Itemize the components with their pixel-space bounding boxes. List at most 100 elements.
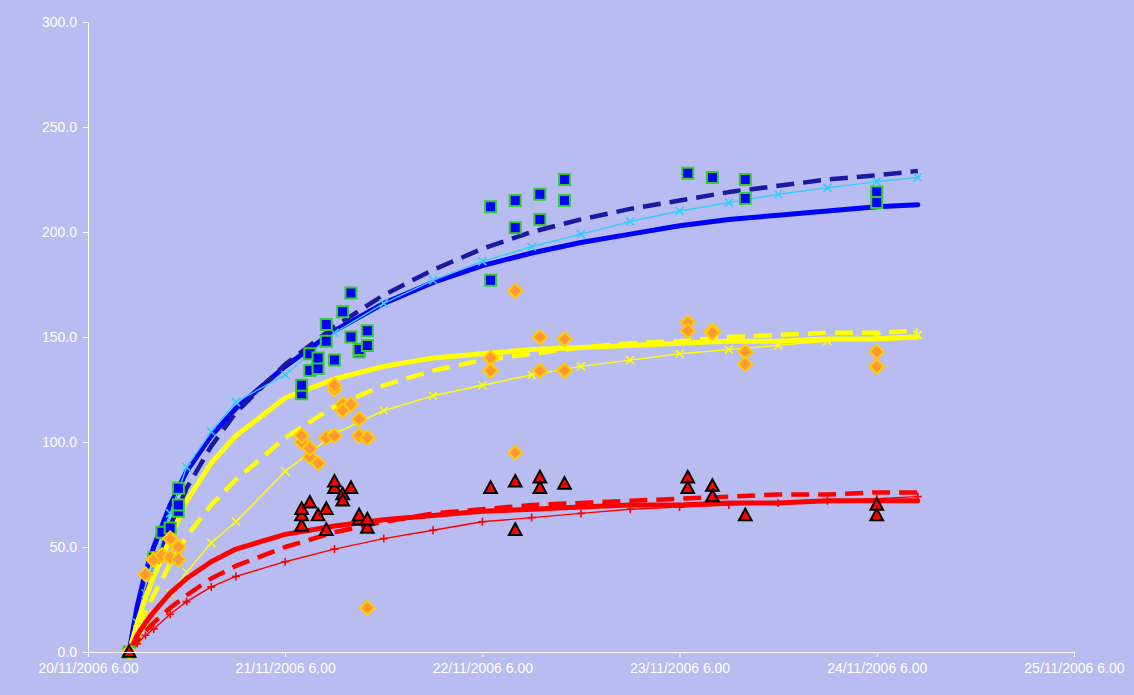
scatter-point — [510, 195, 521, 206]
scatter-point — [173, 483, 184, 494]
scatter-point — [534, 481, 547, 493]
scatter-point — [509, 523, 522, 535]
y-axis: 0.050.0100.0150.0200.0250.0300.0 — [42, 14, 89, 660]
line-marker — [281, 371, 289, 379]
line-marker — [281, 558, 289, 566]
line-marker — [528, 514, 536, 522]
scatter-point — [328, 475, 341, 487]
y-tick-label: 150.0 — [42, 329, 77, 345]
series-9 — [124, 168, 883, 658]
x-tick-label: 25/11/2006 6.00 — [1024, 660, 1124, 676]
scatter-point — [682, 168, 693, 179]
line-marker — [774, 499, 782, 507]
scatter-point — [508, 445, 522, 459]
scatter-point — [705, 326, 719, 340]
scatter-point — [534, 189, 545, 200]
x-tick-mark — [88, 652, 89, 657]
line-marker — [725, 501, 733, 509]
scatter-point — [320, 502, 333, 514]
scatter-point — [870, 345, 884, 359]
x-tick: 20/11/2006 6.00 — [38, 652, 138, 676]
scatter-point — [485, 201, 496, 212]
scatter-point — [483, 363, 497, 377]
line-marker — [676, 503, 684, 511]
series-0 — [129, 205, 918, 652]
x-tick-label: 20/11/2006 6.00 — [38, 660, 138, 676]
scatter-point — [345, 332, 356, 343]
line-marker — [914, 493, 922, 501]
line-marker — [232, 572, 240, 580]
line-marker — [166, 610, 174, 618]
x-tick-label: 24/11/2006 6.00 — [827, 660, 927, 676]
scatter-point — [327, 378, 341, 392]
series-line — [129, 497, 918, 652]
scatter-point — [173, 500, 184, 511]
line-marker — [207, 539, 215, 547]
scatter-point — [327, 429, 341, 443]
series-11 — [123, 471, 883, 657]
series-5 — [125, 331, 922, 656]
scatter-point — [313, 363, 324, 374]
x-tick-mark — [680, 652, 681, 657]
y-tick-label: 0.0 — [58, 644, 78, 660]
x-tick-mark — [1074, 652, 1075, 657]
y-tick-label: 100.0 — [42, 434, 77, 450]
x-tick: 24/11/2006 6.00 — [827, 652, 927, 676]
x-tick-mark — [285, 652, 286, 657]
scatter-point — [739, 509, 752, 521]
series-6 — [129, 501, 918, 652]
series-line — [129, 492, 918, 652]
x-tick: 22/11/2006 6.00 — [433, 652, 533, 676]
scatter-point — [362, 340, 373, 351]
scatter-point — [321, 319, 332, 330]
x-axis-line — [89, 653, 1075, 658]
line-marker — [380, 407, 388, 415]
x-tick-mark — [482, 652, 483, 657]
y-tick: 100.0 — [42, 434, 88, 450]
line-marker — [626, 505, 634, 513]
y-tick: 300.0 — [42, 14, 88, 30]
x-tick: 23/11/2006 6.00 — [630, 652, 730, 676]
scatter-point — [352, 412, 366, 426]
y-tick: 0.0 — [58, 644, 88, 660]
scatter-point — [740, 193, 751, 204]
line-marker — [873, 178, 881, 186]
line-marker — [823, 497, 831, 505]
x-tick: 25/11/2006 6.00 — [1024, 652, 1124, 676]
series-line — [129, 171, 918, 652]
scatter-point — [336, 494, 349, 506]
line-marker — [528, 243, 536, 251]
scatter-point — [871, 197, 882, 208]
scatter-point — [558, 477, 571, 489]
scatter-point — [681, 324, 695, 338]
scatter-point — [303, 441, 317, 455]
x-tick-mark — [877, 652, 878, 657]
line-marker — [725, 346, 733, 354]
series-line — [129, 205, 918, 652]
scatter-point — [509, 475, 522, 487]
line-marker — [774, 190, 782, 198]
y-tick: 150.0 — [42, 329, 88, 345]
scatter-point — [123, 645, 136, 657]
y-tick-label: 50.0 — [50, 539, 77, 555]
y-tick-mark — [83, 652, 88, 653]
series-line — [129, 501, 918, 652]
y-tick-label: 200.0 — [42, 224, 77, 240]
scatter-point — [138, 567, 152, 581]
chart-svg: 0.050.0100.0150.0200.0250.0300.020/11/20… — [0, 0, 1134, 695]
scatter-point — [344, 397, 358, 411]
scatter-point — [681, 481, 694, 493]
scatter-point — [311, 456, 325, 470]
background — [0, 0, 1134, 695]
line-marker — [577, 509, 585, 517]
scatter-point — [294, 429, 308, 443]
scatter-point — [870, 359, 884, 373]
line-marker — [676, 207, 684, 215]
scatter-point — [313, 353, 324, 364]
line-marker — [823, 184, 831, 192]
series-3 — [129, 337, 918, 652]
line-marker — [281, 467, 289, 475]
scatter-point — [360, 601, 374, 615]
line-marker — [478, 381, 486, 389]
series-7 — [129, 492, 918, 652]
